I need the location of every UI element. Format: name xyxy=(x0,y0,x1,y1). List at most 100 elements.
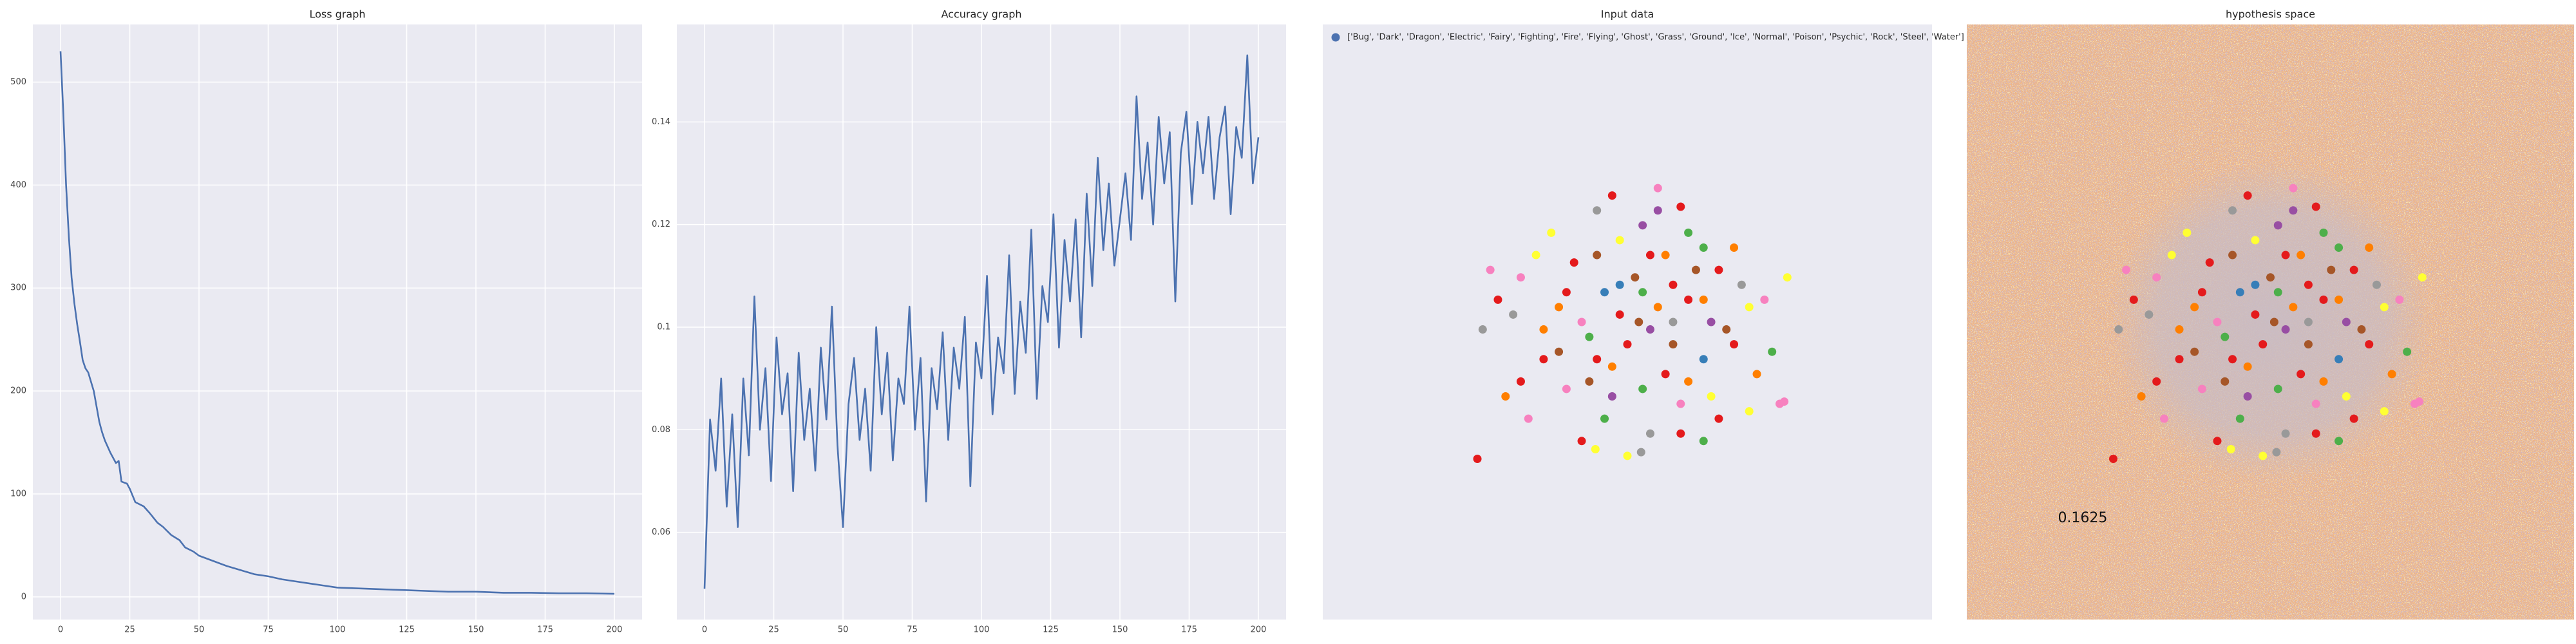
y-tick-label: 0.08 xyxy=(652,425,670,435)
point xyxy=(1760,295,1769,304)
point xyxy=(2415,397,2424,406)
point xyxy=(1547,228,1556,237)
point xyxy=(2372,280,2382,289)
points xyxy=(2108,184,2427,464)
point xyxy=(1615,310,1624,319)
point xyxy=(2281,325,2290,334)
point xyxy=(2183,228,2192,237)
y-tick-label: 0.1 xyxy=(657,322,670,332)
point xyxy=(1653,206,1662,215)
point xyxy=(1555,303,1564,312)
point xyxy=(1653,303,1662,312)
point xyxy=(2334,437,2344,446)
point xyxy=(2145,310,2154,319)
point xyxy=(1752,370,1761,379)
point xyxy=(2357,325,2366,334)
point xyxy=(2167,251,2176,260)
point xyxy=(1780,397,1789,406)
point xyxy=(2418,273,2427,282)
point xyxy=(2272,448,2281,457)
point xyxy=(2349,414,2358,423)
point xyxy=(2281,429,2290,438)
x-tick-label: 200 xyxy=(1251,625,1267,635)
annotation: 0.1625 xyxy=(2058,510,2107,526)
point xyxy=(2342,392,2351,401)
x-tick-label: 150 xyxy=(1112,625,1128,635)
points xyxy=(1473,184,1792,464)
point xyxy=(2251,280,2260,289)
point xyxy=(1699,437,1708,446)
point xyxy=(2304,340,2313,349)
point xyxy=(2365,340,2374,349)
point xyxy=(2197,384,2206,393)
point xyxy=(1600,288,1609,297)
y-tick-label: 0.14 xyxy=(652,117,670,127)
point xyxy=(1638,288,1647,297)
point xyxy=(2129,295,2138,304)
point xyxy=(1493,295,1502,304)
x-tick-label: 25 xyxy=(124,625,135,635)
point xyxy=(1684,228,1693,237)
axes: 0.06 0.08 0.1 0.12 0.14 0 25 50 75 100 125 150 175 20… xyxy=(652,24,1286,635)
point xyxy=(1577,437,1586,446)
point xyxy=(2281,251,2290,260)
point xyxy=(1615,236,1624,245)
point xyxy=(1486,265,1495,274)
point xyxy=(2319,377,2328,386)
point xyxy=(1562,288,1571,297)
point xyxy=(1638,384,1647,393)
point xyxy=(1516,273,1525,282)
point xyxy=(1684,295,1693,304)
point xyxy=(2235,414,2244,423)
point xyxy=(1585,332,1594,341)
axes: 0.1625 xyxy=(1967,24,2574,620)
point xyxy=(1631,273,1640,282)
point xyxy=(1539,355,1548,364)
point xyxy=(1531,251,1540,260)
x-tick-label: 75 xyxy=(263,625,274,635)
point xyxy=(2304,280,2313,289)
point xyxy=(1593,206,1602,215)
point xyxy=(2243,362,2252,371)
point xyxy=(1615,280,1624,289)
point xyxy=(2137,392,2146,401)
point xyxy=(1730,243,1739,252)
point xyxy=(1562,384,1571,393)
point xyxy=(1669,340,1678,349)
point xyxy=(1722,325,1731,334)
point xyxy=(2289,303,2298,312)
point xyxy=(2403,347,2412,356)
point xyxy=(2387,370,2396,379)
point xyxy=(1638,221,1647,230)
axes: ['Bug', 'Dark', 'Dragon', 'Electric', 'F… xyxy=(1323,24,1964,620)
x-tick-label: 200 xyxy=(607,625,623,635)
x-tick-label: 25 xyxy=(768,625,779,635)
point xyxy=(2289,184,2298,193)
point xyxy=(1745,303,1754,312)
point xyxy=(2266,273,2275,282)
point xyxy=(2213,437,2222,446)
y-tick-label: 100 xyxy=(10,489,26,498)
x-tick-label: 150 xyxy=(468,625,484,635)
line xyxy=(59,51,615,595)
point xyxy=(1607,362,1616,371)
y-tick-label: 300 xyxy=(10,283,26,293)
point xyxy=(1661,370,1670,379)
point xyxy=(2273,384,2282,393)
point xyxy=(2297,370,2306,379)
x-tick-label: 100 xyxy=(330,625,346,635)
point xyxy=(1593,251,1602,260)
point xyxy=(2159,414,2168,423)
chart-title: Loss graph xyxy=(309,8,365,21)
point xyxy=(2243,392,2252,401)
point xyxy=(2319,228,2328,237)
point xyxy=(1600,414,1609,423)
point xyxy=(2205,258,2214,267)
point xyxy=(2342,317,2351,327)
plot-area xyxy=(1323,24,1932,620)
point xyxy=(2243,191,2252,200)
point xyxy=(2190,347,2199,356)
y-tick-label: 400 xyxy=(10,180,26,190)
x-tick-label: 0 xyxy=(702,625,707,635)
